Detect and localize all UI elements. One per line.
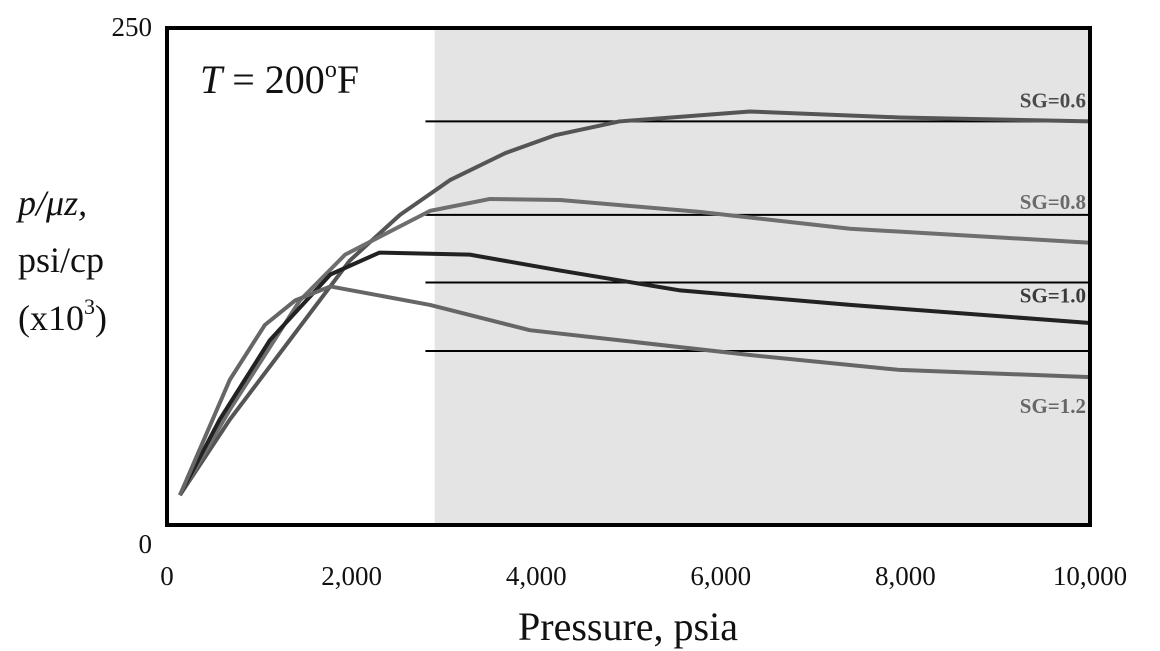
y-tick-label: 0 — [139, 529, 153, 559]
series-label-SG=1.2: SG=1.2 — [1020, 394, 1086, 418]
plot-frame — [165, 26, 1092, 527]
x-tick-label: 4,000 — [506, 561, 567, 591]
series-label-SG=0.6: SG=0.6 — [1020, 88, 1086, 112]
x-tick-label: 8,000 — [875, 561, 936, 591]
series-label-SG=0.8: SG=0.8 — [1020, 190, 1086, 214]
series-label-SG=1.0: SG=1.0 — [1020, 283, 1086, 307]
x-tick-label: 2,000 — [321, 561, 382, 591]
x-tick-label: 10,000 — [1053, 561, 1127, 591]
shaded-region — [434, 28, 1090, 525]
series-line-SG=1.2 — [178, 284, 1091, 496]
y-axis-label-scale: (x103) — [18, 294, 107, 338]
annotation-temperature: T = 200oF — [200, 57, 359, 102]
y-axis-label-var: p/μz, — [15, 183, 87, 223]
series-line-SG=0.8 — [178, 196, 1091, 497]
x-tick-label: 6,000 — [690, 561, 751, 591]
x-tick-label: 0 — [160, 561, 174, 591]
series-line-SG=0.6 — [178, 109, 1091, 497]
x-axis-label: Pressure, psia — [518, 604, 738, 649]
y-axis-label-unit: psi/cp — [18, 240, 104, 280]
series-line-SG=1.0 — [178, 250, 1091, 497]
y-tick-label: 250 — [112, 12, 153, 42]
